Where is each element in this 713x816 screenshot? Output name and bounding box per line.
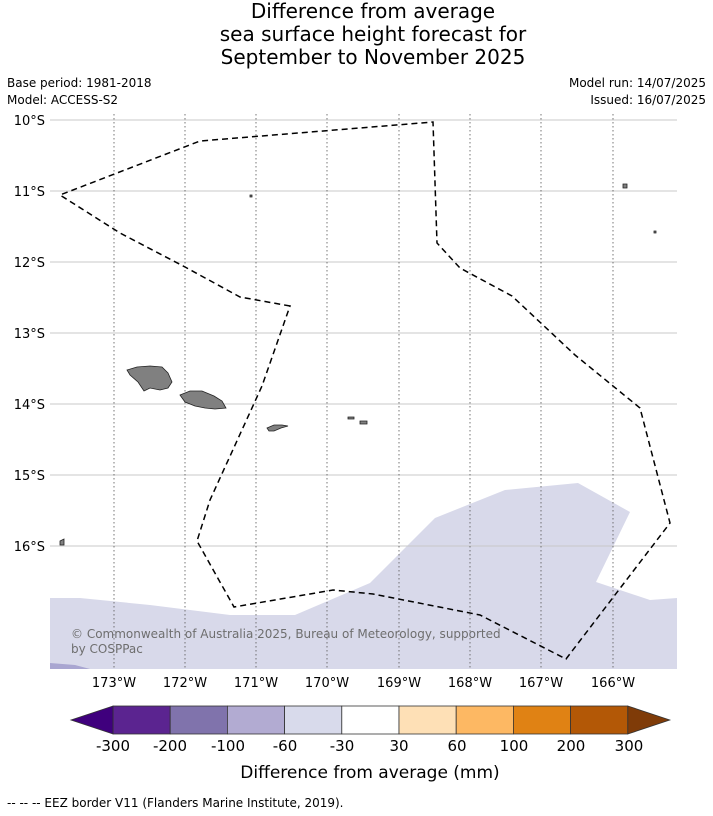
islet-1 <box>249 194 253 198</box>
colorbar-tick: 300 <box>615 737 644 755</box>
land-masses <box>59 183 657 546</box>
colorbar-ticks: -300 -200 -100 -60 -30 30 60 100 200 300 <box>96 737 643 755</box>
lon-label: 173°W <box>92 676 136 691</box>
base-period: Base period: 1981-2018 <box>7 76 152 90</box>
copyright-line-1: © Commonwealth of Australia 2025, Bureau… <box>71 627 501 641</box>
colorbar-max-arrow <box>627 705 672 735</box>
lat-gridlines <box>50 119 677 547</box>
colorbar-tick: -60 <box>273 737 298 755</box>
lat-label: 10°S <box>14 114 45 129</box>
copyright-line-2: by COSPPac <box>71 642 143 656</box>
meta-right: Model run: 14/07/2025 Issued: 16/07/2025 <box>569 75 706 109</box>
islet-2 <box>622 183 628 189</box>
colorbar-tick: 60 <box>447 737 466 755</box>
lon-label: 172°W <box>163 676 207 691</box>
island-manua-1 <box>347 416 355 420</box>
colorbar-segment <box>398 705 457 735</box>
anomaly-region <box>50 483 677 669</box>
title-line-1: Difference from average <box>250 0 496 23</box>
lat-labels: 10°S 11°S 12°S 13°S 14°S 15°S 16°S <box>14 114 45 555</box>
colorbar-segment <box>570 705 629 735</box>
model-run: Model run: 14/07/2025 <box>568 76 706 90</box>
meta-left: Base period: 1981-2018 Model: ACCESS-S2 <box>7 75 152 109</box>
lon-labels: 173°W 172°W 171°W 170°W 169°W 168°W 167°… <box>92 676 635 691</box>
colorbar-segment <box>284 705 343 735</box>
lon-label: 169°W <box>377 676 421 691</box>
colorbar-tick: 30 <box>389 737 408 755</box>
lat-label: 15°S <box>14 469 45 484</box>
colorbar-tick: -100 <box>211 737 245 755</box>
island-upolu <box>179 390 227 410</box>
map-panel: 10°S 11°S 12°S 13°S 14°S 15°S 16°S 173°W… <box>14 114 677 691</box>
colorbar-segment <box>226 705 285 735</box>
island-savaii <box>126 365 173 392</box>
islet-4 <box>59 538 65 546</box>
colorbar: -300 -200 -100 -60 -30 30 60 100 200 300… <box>69 705 672 783</box>
colorbar-segment <box>112 705 171 735</box>
island-tutuila <box>266 424 289 432</box>
colorbar-segment <box>455 705 514 735</box>
lat-label: 12°S <box>14 256 45 271</box>
colorbar-segments <box>69 705 672 735</box>
colorbar-min-arrow <box>69 705 114 735</box>
colorbar-segment <box>341 705 400 735</box>
lon-label: 168°W <box>448 676 492 691</box>
colorbar-tick: -30 <box>330 737 355 755</box>
colorbar-tick: 200 <box>557 737 586 755</box>
title-line-3: September to November 2025 <box>220 45 526 69</box>
lat-label: 14°S <box>14 398 45 413</box>
colorbar-segment <box>169 705 228 735</box>
islet-3 <box>653 230 657 234</box>
issued-date: Issued: 16/07/2025 <box>590 93 706 107</box>
lon-label: 170°W <box>305 676 349 691</box>
anomaly-dark-strip <box>50 663 90 669</box>
lon-label: 167°W <box>519 676 563 691</box>
chart-title: Difference from average sea surface heig… <box>0 0 713 69</box>
title-line-2: sea surface height forecast for <box>219 22 527 46</box>
eez-samoa <box>58 121 671 660</box>
lon-gridlines <box>113 114 614 669</box>
eez-legend-note: -- -- -- EEZ border V11 (Flanders Marine… <box>7 796 344 810</box>
colorbar-tick: -300 <box>96 737 130 755</box>
colorbar-tick: 100 <box>500 737 529 755</box>
island-manua-2 <box>359 420 368 425</box>
lat-label: 11°S <box>14 185 45 200</box>
colorbar-label: Difference from average (mm) <box>240 763 499 783</box>
lat-label: 13°S <box>14 327 45 342</box>
lon-label: 166°W <box>591 676 635 691</box>
colorbar-tick: -200 <box>153 737 187 755</box>
colorbar-segment <box>513 705 572 735</box>
lat-label: 16°S <box>14 540 45 555</box>
model-name: Model: ACCESS-S2 <box>7 93 119 107</box>
lon-label: 171°W <box>234 676 278 691</box>
eez-borders <box>58 121 671 660</box>
